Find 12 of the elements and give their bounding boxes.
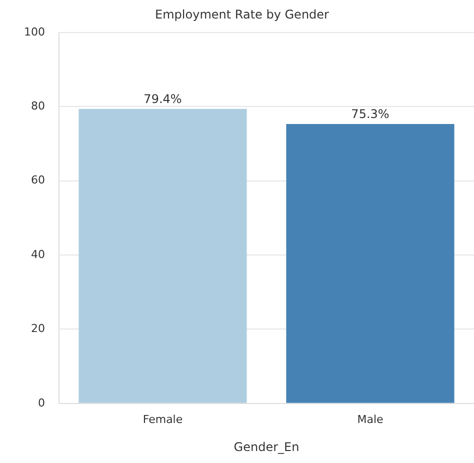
y-tick-label: 0 bbox=[38, 396, 45, 410]
y-tick-label: 80 bbox=[30, 99, 45, 112]
x-tick-label: Male bbox=[357, 412, 384, 426]
y-tick-label: 40 bbox=[30, 248, 45, 261]
y-tick-label: 100 bbox=[24, 25, 45, 38]
data-label: 75.3% bbox=[351, 107, 390, 122]
data-label: 79.4% bbox=[144, 92, 182, 106]
y-tick-label: 20 bbox=[30, 322, 45, 336]
x-axis-title: Gender_En bbox=[234, 440, 300, 454]
chart-title: Employment Rate by Gender bbox=[155, 7, 330, 22]
y-tick-label: 60 bbox=[30, 174, 45, 187]
x-tick-label: Female bbox=[142, 412, 183, 426]
